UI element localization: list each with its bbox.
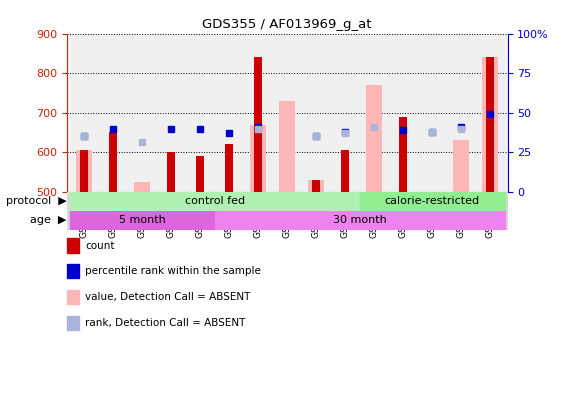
- Text: age  ▶: age ▶: [30, 215, 67, 225]
- Bar: [482, 57, 498, 192]
- Bar: [225, 144, 233, 192]
- Bar: [250, 125, 266, 192]
- Bar: [134, 182, 150, 192]
- Bar: [167, 152, 175, 192]
- Text: percentile rank within the sample: percentile rank within the sample: [85, 266, 261, 276]
- Bar: [308, 180, 324, 192]
- Bar: [279, 101, 295, 192]
- Bar: [366, 85, 382, 192]
- Text: protocol  ▶: protocol ▶: [6, 196, 67, 206]
- Title: GDS355 / AF013969_g_at: GDS355 / AF013969_g_at: [202, 18, 372, 31]
- Text: control fed: control fed: [184, 196, 245, 206]
- Bar: [341, 150, 349, 192]
- Bar: [215, 211, 505, 230]
- Text: count: count: [85, 240, 115, 251]
- Text: rank, Detection Call = ABSENT: rank, Detection Call = ABSENT: [85, 318, 246, 328]
- Bar: [254, 57, 262, 192]
- Bar: [109, 132, 117, 192]
- Bar: [486, 57, 494, 192]
- Bar: [80, 150, 88, 192]
- Text: calorie-restricted: calorie-restricted: [385, 196, 480, 206]
- Bar: [76, 150, 92, 192]
- Text: 30 month: 30 month: [333, 215, 386, 225]
- Bar: [196, 156, 204, 192]
- Bar: [312, 180, 320, 192]
- Bar: [399, 117, 407, 192]
- Text: 5 month: 5 month: [119, 215, 165, 225]
- Bar: [360, 192, 505, 211]
- Bar: [453, 140, 469, 192]
- Bar: [70, 192, 360, 211]
- Text: value, Detection Call = ABSENT: value, Detection Call = ABSENT: [85, 292, 251, 302]
- Bar: [70, 211, 215, 230]
